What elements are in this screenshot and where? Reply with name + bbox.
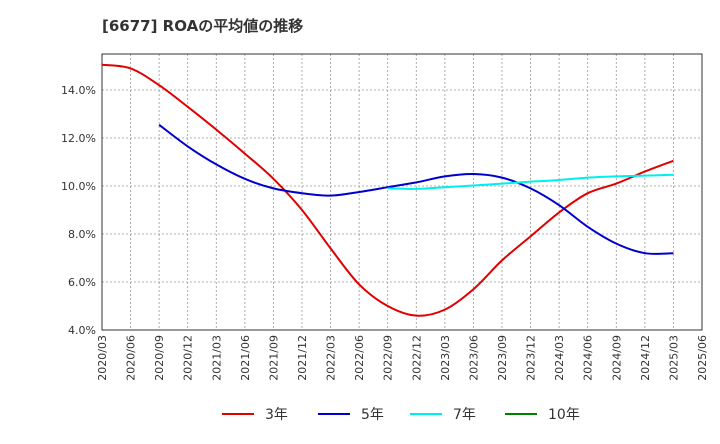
x-axis-ticks: 2020/03 2020/06 2020/09 2020/12 2021/03 2021/… bbox=[96, 335, 709, 381]
legend: 3年 5年 7年 10年 bbox=[222, 407, 580, 423]
x-tick-label: 2025/03 bbox=[667, 335, 680, 381]
grid-layer bbox=[102, 54, 702, 331]
plot-frame bbox=[101, 53, 703, 331]
x-tick-label: 2024/06 bbox=[582, 335, 595, 381]
x-tick-label: 2023/09 bbox=[496, 335, 509, 381]
x-tick-label: 2022/12 bbox=[410, 335, 423, 381]
x-tick-label: 2021/06 bbox=[239, 335, 252, 381]
x-tick-label: 2024/09 bbox=[610, 335, 623, 381]
x-tick-label: 2021/09 bbox=[267, 335, 280, 381]
x-tick-label: 2022/09 bbox=[382, 335, 395, 381]
y-tick-label: 10.0% bbox=[61, 180, 96, 193]
legend-label-3: 7年 bbox=[453, 407, 476, 423]
x-tick-label: 2023/12 bbox=[525, 335, 538, 381]
x-tick-label: 2024/12 bbox=[639, 335, 652, 381]
x-tick-label: 2025/06 bbox=[696, 335, 709, 381]
y-axis-ticks: 4.0% 6.0% 8.0% 10.0% 12.0% 14.0% bbox=[61, 84, 96, 337]
series-line-3 bbox=[387, 173, 674, 190]
x-tick-label: 2023/03 bbox=[439, 335, 452, 381]
legend-label-1: 3年 bbox=[265, 407, 288, 423]
y-tick-label: 14.0% bbox=[61, 84, 96, 97]
x-tick-label: 2021/03 bbox=[210, 335, 223, 381]
y-tick-label: 12.0% bbox=[61, 132, 96, 145]
x-tick-label: 2024/03 bbox=[553, 335, 566, 381]
series-layer bbox=[101, 63, 674, 317]
x-tick-label: 2020/06 bbox=[125, 335, 138, 381]
x-tick-label: 2023/06 bbox=[467, 335, 480, 381]
legend-label-4: 10年 bbox=[548, 407, 580, 423]
series-line-1 bbox=[101, 63, 674, 317]
series-line-2 bbox=[158, 124, 674, 255]
y-tick-label: 8.0% bbox=[68, 228, 96, 241]
legend-label-2: 5年 bbox=[361, 407, 384, 423]
x-tick-label: 2022/06 bbox=[353, 335, 366, 381]
chart-title: [6677] ROAの平均値の推移 bbox=[102, 17, 303, 35]
x-tick-label: 2022/03 bbox=[325, 335, 338, 381]
x-tick-label: 2020/12 bbox=[182, 335, 195, 381]
x-tick-label: 2020/09 bbox=[153, 335, 166, 381]
y-tick-label: 4.0% bbox=[68, 324, 96, 337]
x-tick-label: 2021/12 bbox=[296, 335, 309, 381]
x-tick-label: 2020/03 bbox=[96, 335, 109, 381]
y-tick-label: 6.0% bbox=[68, 276, 96, 289]
